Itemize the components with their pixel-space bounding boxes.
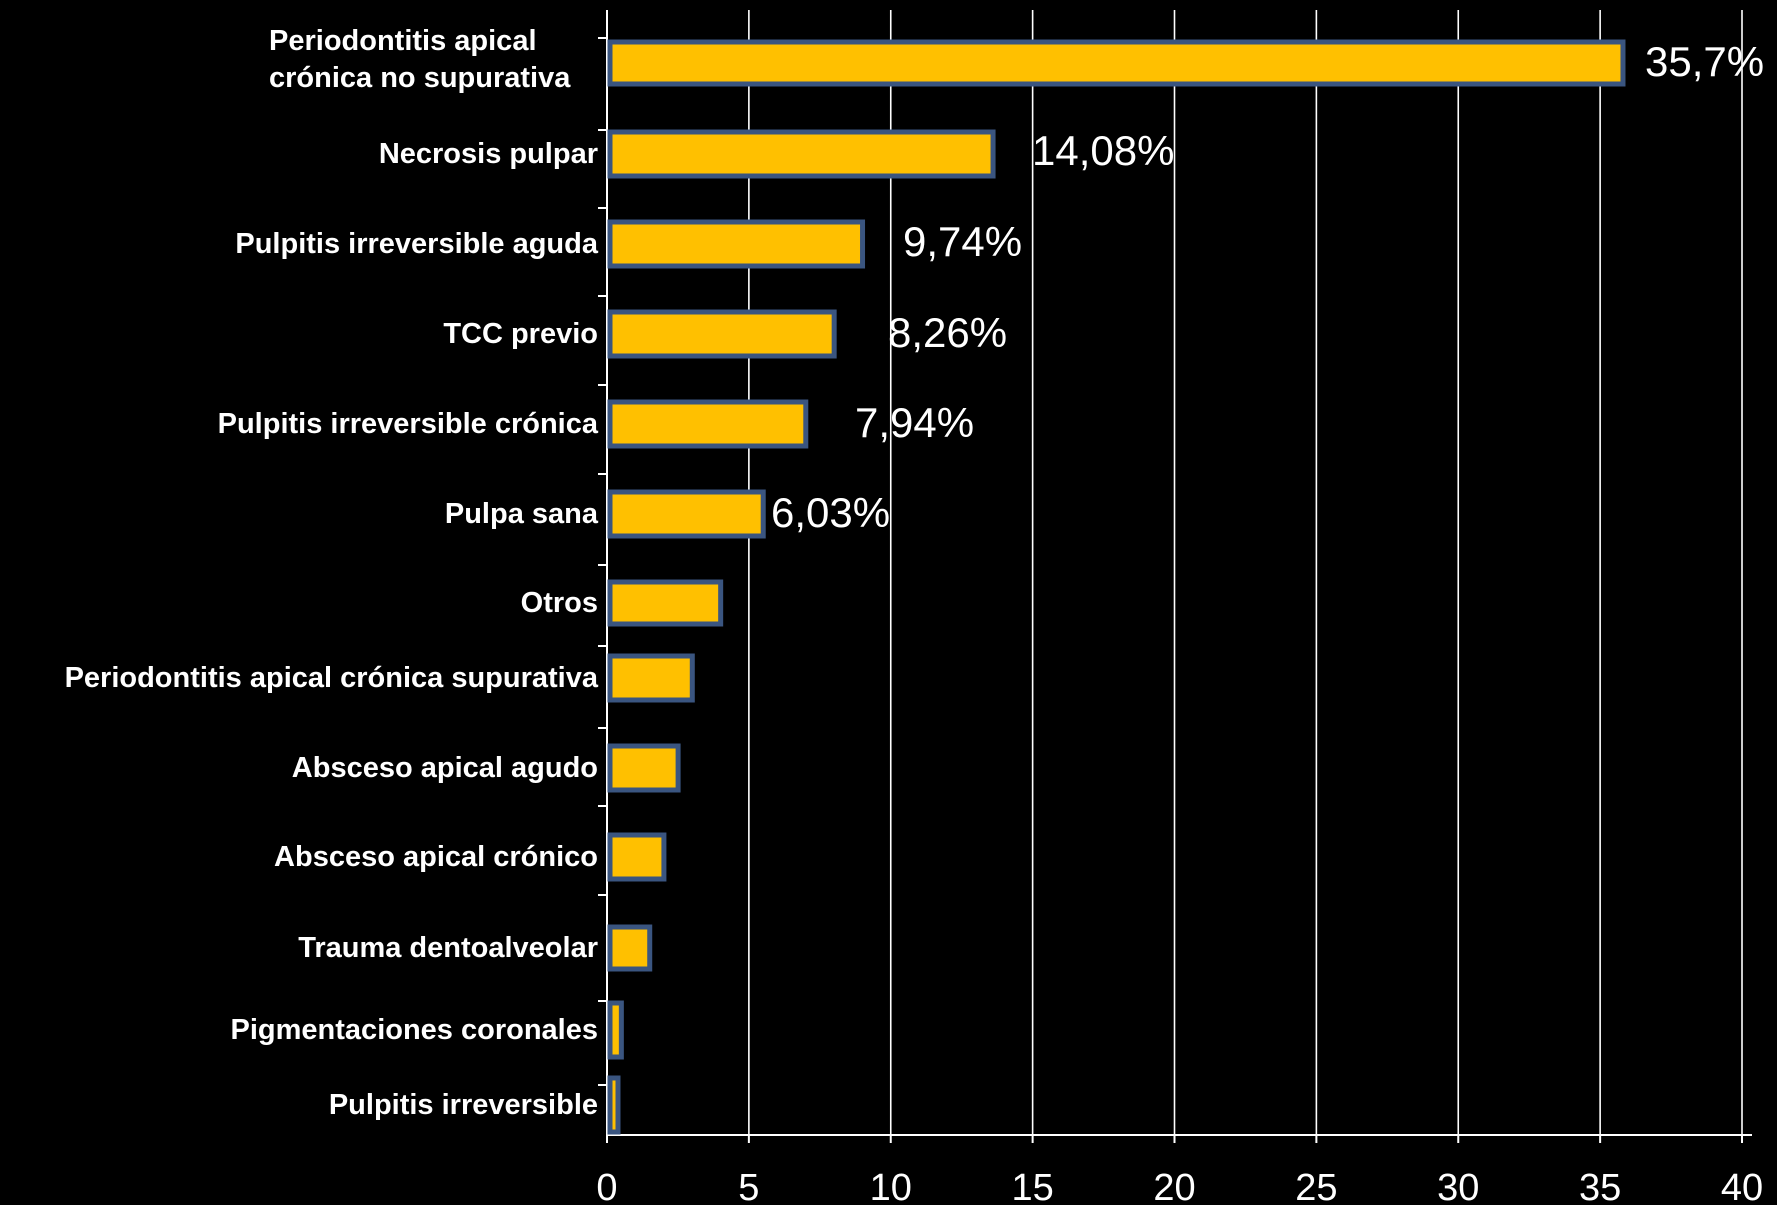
- category-label-0: Periodontitis apical crónica no supurativ…: [269, 25, 571, 94]
- bar-2: [607, 219, 866, 269]
- category-label-8: Absceso apical agudo: [292, 752, 598, 784]
- x-tick-label-10: 10: [870, 1167, 912, 1205]
- x-tick-label-35: 35: [1579, 1167, 1621, 1205]
- bar-9: [607, 832, 667, 882]
- x-tick-label-15: 15: [1011, 1167, 1053, 1205]
- data-label-0: 35,7%: [1645, 38, 1764, 85]
- data-label-1: 14,08%: [1032, 127, 1174, 174]
- bar-0: [607, 39, 1626, 87]
- bar-5: [607, 489, 766, 539]
- bar-10: [607, 924, 653, 972]
- data-label-3: 8,26%: [888, 309, 1007, 356]
- data-label-2: 9,74%: [903, 218, 1022, 265]
- category-label-12: Pulpitis irreversible: [329, 1089, 598, 1121]
- category-label-7: Periodontitis apical crónica supurativa: [65, 662, 599, 694]
- gridlines: [748, 10, 1743, 1135]
- category-label-9: Absceso apical crónico: [274, 841, 598, 873]
- category-label-10: Trauma dentoalveolar: [298, 932, 598, 964]
- category-label-4: Pulpitis irreversible crónica: [218, 408, 599, 440]
- data-labels: 35,7% 14,08%9,74% 8,26% 7,94% 6,03%: [771, 38, 1764, 536]
- category-label-3: TCC previo: [443, 318, 598, 350]
- bars: [607, 39, 1626, 1135]
- bar-4: [607, 399, 809, 449]
- x-tick-label-5: 5: [738, 1167, 759, 1205]
- category-label-6: Otros: [521, 587, 598, 619]
- x-tick-labels: 0 5 10 15 20 25 30 35 40: [596, 1167, 1763, 1205]
- x-tick-label-0: 0: [596, 1167, 617, 1205]
- category-label-1: Necrosis pulpar: [379, 138, 598, 170]
- x-tick-label-40: 40: [1721, 1167, 1763, 1205]
- bar-8: [607, 743, 681, 793]
- category-label-2: Pulpitis irreversible aguda: [235, 228, 598, 260]
- x-tick-label-30: 30: [1437, 1167, 1479, 1205]
- category-labels: Periodontitis apical crónica no supurativ…: [65, 25, 599, 1121]
- category-label-11: Pigmentaciones coronales: [231, 1014, 598, 1046]
- bar-12: [607, 1075, 621, 1135]
- bar-7: [607, 653, 695, 703]
- x-tick-label-25: 25: [1295, 1167, 1337, 1205]
- bar-1: [607, 129, 996, 179]
- data-label-4: 7,94%: [855, 399, 974, 446]
- data-label-5: 6,03%: [771, 489, 890, 536]
- bar-3: [607, 309, 837, 359]
- axes: [598, 10, 1752, 1143]
- bar-6: [607, 579, 724, 627]
- x-tick-label-20: 20: [1153, 1167, 1195, 1205]
- category-label-5: Pulpa sana: [445, 498, 599, 530]
- bar-11: [607, 1000, 624, 1060]
